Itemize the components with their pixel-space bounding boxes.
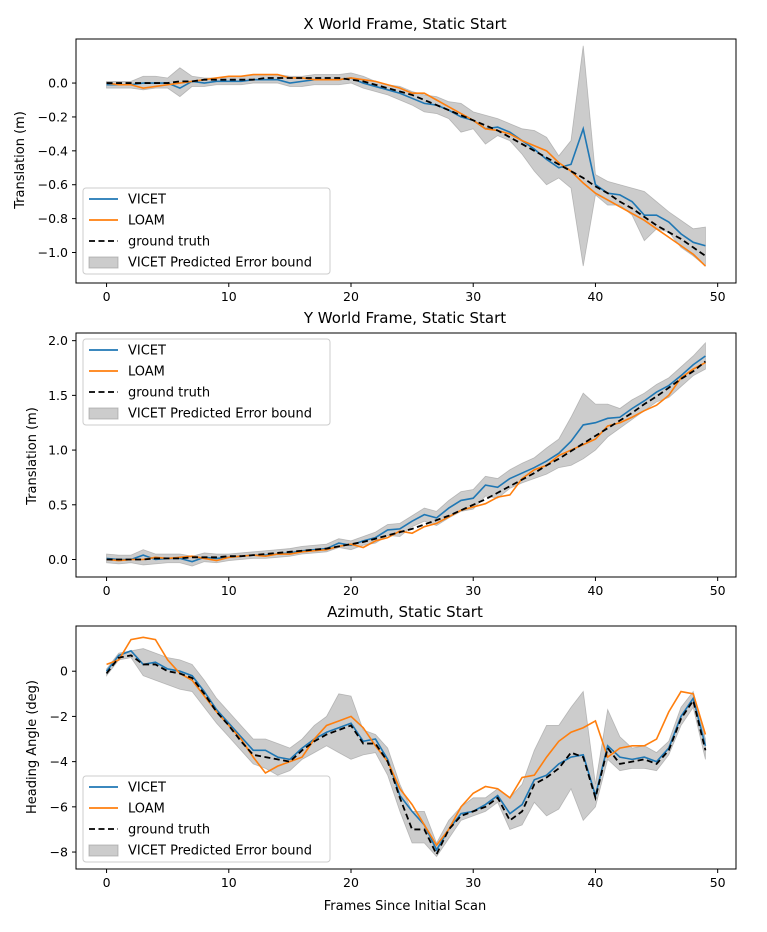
x-tick-label: 30: [465, 289, 481, 304]
legend-box: [82, 775, 331, 863]
azimuth-panel: Azimuth, Static Start Heading Angle (deg…: [25, 603, 737, 914]
chart-title: Y World Frame, Static Start: [303, 309, 506, 327]
chart-title: X World Frame, Static Start: [303, 15, 506, 33]
chart-title: Azimuth, Static Start: [327, 603, 483, 621]
legend-label: VICET Predicted Error bound: [128, 844, 312, 859]
x-tick-label: 20: [343, 875, 359, 890]
axes-frame: [75, 625, 737, 870]
series-line-loam: [106, 361, 706, 562]
y-tick-label: −0.4: [38, 143, 68, 158]
y-tick-label: 0.0: [48, 552, 68, 567]
legend: VICET LOAM ground truth VICET Predicted Err…: [82, 775, 331, 863]
series-group: [105, 636, 707, 858]
plot-area: 0 10 20 30 40 50 0.0 −0.2 −0.4 −0.6 −0.8 −1.0: [38, 38, 737, 304]
y-tick-label: −4: [50, 754, 68, 769]
legend-label: LOAM: [128, 214, 165, 229]
legend-label: VICET Predicted Error bound: [128, 407, 312, 422]
legend-box: [82, 187, 331, 275]
x-tick-label: 40: [587, 875, 603, 890]
y-axis-label: Translation (m): [13, 111, 28, 210]
legend: VICET LOAM ground truth VICET Predicted Err…: [82, 187, 331, 275]
axes-frame: [75, 38, 737, 284]
legend-label: VICET Predicted Error bound: [128, 256, 312, 271]
x-tick-label: 0: [103, 289, 111, 304]
y-axis-label: Translation (m): [25, 407, 40, 506]
legend-label: LOAM: [128, 802, 165, 817]
y-tick-label: 0: [60, 664, 68, 679]
legend-label: LOAM: [128, 365, 165, 380]
y-tick-label: 1.0: [48, 443, 68, 458]
y-tick-label: 0.5: [48, 497, 68, 512]
legend-swatch: [88, 844, 119, 857]
x-tick-label: 50: [710, 875, 726, 890]
series-line-ground-truth: [106, 360, 707, 561]
legend-label: VICET: [128, 193, 166, 208]
plot-area: 0 10 20 30 40 50 0 −2 −4 −6 −8: [50, 625, 737, 890]
series-line-loam: [106, 636, 707, 847]
y-tick-label: −8: [50, 845, 68, 860]
x-tick-label: 0: [103, 875, 111, 890]
x-tick-label: 50: [710, 583, 726, 598]
series-line-ground-truth: [106, 77, 706, 257]
x-tick-label: 30: [465, 583, 481, 598]
y-tick-label: −0.8: [38, 211, 68, 226]
plot-area: 0 10 20 30 40 50 0.0 0.5 1.0 1.5 2.0: [48, 332, 737, 598]
legend-box: [82, 338, 331, 426]
x-tick-label: 10: [221, 583, 237, 598]
x-axis-label: Frames Since Initial Scan: [324, 899, 487, 914]
legend-label: ground truth: [128, 823, 210, 838]
y-tick-label: 1.5: [48, 388, 68, 403]
y-tick-label: 0.0: [48, 76, 68, 91]
legend-swatch: [88, 407, 119, 420]
legend-label: ground truth: [128, 386, 210, 401]
series-group: [106, 45, 706, 267]
x-tick-label: 40: [587, 289, 603, 304]
y-tick-label: −1.0: [38, 245, 68, 260]
x-tick-label: 0: [103, 583, 111, 598]
x-translation-panel: X World Frame, Static Start Translation …: [13, 15, 737, 304]
x-tick-label: 20: [343, 583, 359, 598]
y-tick-label: −0.2: [38, 109, 68, 124]
x-tick-label: 30: [465, 875, 481, 890]
series-line-ground-truth: [105, 654, 707, 857]
x-tick-label: 50: [710, 289, 726, 304]
error-band: [106, 648, 706, 858]
error-band: [106, 341, 706, 567]
legend-swatch: [88, 256, 119, 269]
x-tick-label: 10: [221, 289, 237, 304]
legend-label: VICET: [128, 344, 166, 359]
legend: VICET LOAM ground truth VICET Predicted Err…: [82, 338, 331, 426]
y-tick-label: −2: [50, 709, 68, 724]
x-tick-label: 10: [221, 875, 237, 890]
x-tick-label: 40: [587, 583, 603, 598]
y-tick-label: 2.0: [48, 333, 68, 348]
y-tick-label: −6: [50, 799, 68, 814]
axes-frame: [75, 332, 737, 578]
y-translation-panel: Y World Frame, Static Start Translation …: [25, 309, 737, 598]
series-group: [106, 341, 707, 567]
legend-label: VICET: [128, 781, 166, 796]
x-tick-label: 20: [343, 289, 359, 304]
y-tick-label: −0.6: [38, 177, 68, 192]
y-axis-label: Heading Angle (deg): [25, 680, 40, 814]
legend-label: ground truth: [128, 235, 210, 250]
